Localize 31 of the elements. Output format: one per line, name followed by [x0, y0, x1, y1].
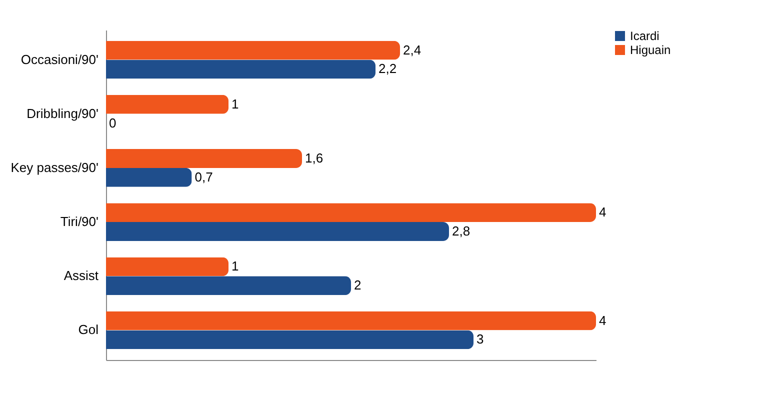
data-label: 4 [599, 204, 606, 220]
bar [106, 168, 192, 187]
y-tick-label: Key passes/90' [10, 160, 98, 175]
data-label: 1 [232, 96, 239, 112]
data-label: 3 [476, 332, 484, 347]
data-label: 1 [232, 258, 239, 274]
bar [106, 40, 400, 60]
data-label: 0 [109, 115, 116, 130]
bar [106, 276, 351, 296]
bar [106, 149, 302, 168]
y-tick-label: Gol [78, 322, 99, 338]
y-tick-label: Tiri/90' [60, 214, 98, 230]
y-tick-label: Assist [64, 268, 99, 284]
legend-label: Icardi [630, 29, 660, 43]
legend-label: Higuain [630, 43, 671, 57]
bar [106, 257, 228, 276]
data-label: 4 [599, 312, 606, 328]
y-tick-label: Dribbling/90' [26, 106, 98, 121]
bar [106, 60, 376, 79]
bar [106, 203, 596, 222]
data-label: 2,8 [452, 224, 470, 239]
data-label: 0,7 [194, 169, 213, 184]
bar [106, 330, 474, 350]
bar [106, 311, 596, 330]
y-tick-label: Occasioni/90' [20, 52, 98, 67]
data-label: 2 [354, 278, 362, 293]
bar [106, 222, 449, 241]
bar [106, 94, 228, 114]
data-label: 2,2 [378, 61, 397, 76]
data-label: 2,4 [403, 42, 422, 58]
data-label: 1,6 [305, 150, 324, 166]
